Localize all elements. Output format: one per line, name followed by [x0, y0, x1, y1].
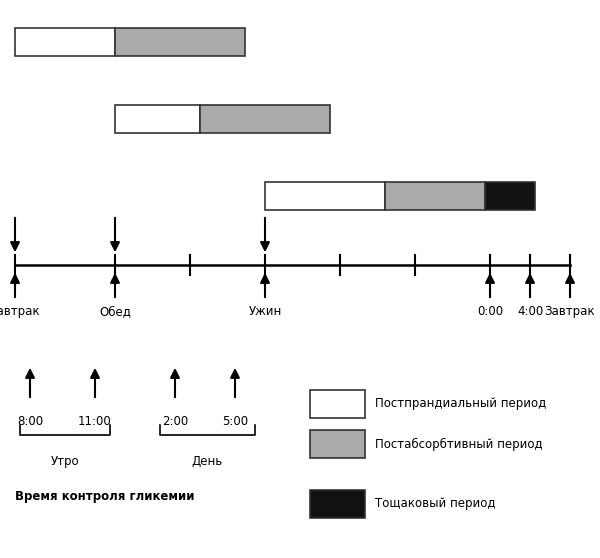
Text: Завтрак: Завтрак [545, 305, 595, 318]
Bar [265, 182, 385, 210]
Bar [200, 105, 330, 133]
Text: Утро: Утро [50, 455, 79, 468]
Bar [15, 28, 115, 56]
Text: 5:00: 5:00 [222, 415, 248, 428]
Text: Ужин: Ужин [248, 305, 281, 318]
Text: Время контроля гликемии: Время контроля гликемии [15, 490, 194, 503]
Text: Тощаковый период: Тощаковый период [375, 498, 496, 511]
Text: Постпрандиальный период: Постпрандиальный период [375, 397, 546, 411]
Text: 8:00: 8:00 [17, 415, 43, 428]
Text: Постабсорбтивный период: Постабсорбтивный период [375, 437, 542, 450]
Text: 2:00: 2:00 [162, 415, 188, 428]
Bar [310, 390, 365, 418]
Bar [310, 490, 365, 518]
Text: 11:00: 11:00 [78, 415, 112, 428]
Text: Завтрак: Завтрак [0, 305, 40, 318]
Bar [115, 105, 200, 133]
Text: 0:00: 0:00 [477, 305, 503, 318]
Text: 4:00: 4:00 [517, 305, 543, 318]
Text: Обед: Обед [99, 305, 131, 318]
Text: День: День [192, 455, 223, 468]
Bar [115, 28, 245, 56]
Bar [310, 430, 365, 458]
Bar [485, 182, 535, 210]
Bar [385, 182, 485, 210]
